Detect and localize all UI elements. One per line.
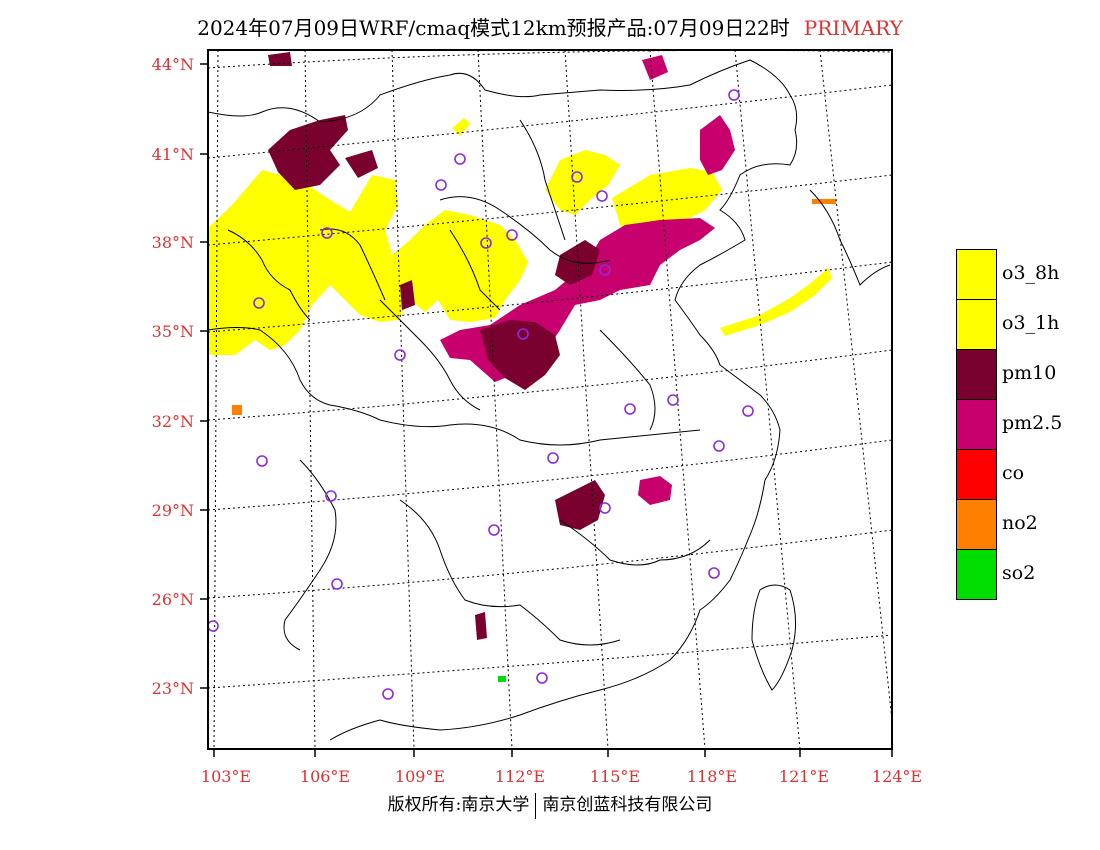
station-marker xyxy=(394,349,406,361)
legend-item-pm25: pm2.5 xyxy=(956,399,1100,450)
legend-label: no2 xyxy=(1002,512,1038,534)
legend-swatch xyxy=(956,499,997,550)
station-marker xyxy=(480,237,492,249)
legend-item-pm10: pm10 xyxy=(956,349,1100,400)
copyright-divider xyxy=(535,792,537,819)
lon-labels: 103°E 106°E 109°E 112°E 115°E 118°E 121°… xyxy=(201,767,922,786)
legend-label: co xyxy=(1002,462,1025,484)
station-marker xyxy=(517,328,529,340)
pm25-region-east xyxy=(638,476,672,505)
station-marker xyxy=(708,567,720,579)
station-marker xyxy=(435,179,447,191)
o3-region-north xyxy=(545,150,620,215)
station-marker xyxy=(547,452,559,464)
no2-speck-1 xyxy=(232,405,242,415)
station-marker xyxy=(382,688,394,700)
station-marker xyxy=(596,190,608,202)
station-marker xyxy=(536,672,548,684)
legend-item-so2: so2 xyxy=(956,549,1100,600)
station-marker xyxy=(571,171,583,183)
legend-swatch xyxy=(956,349,997,400)
legend-label: so2 xyxy=(1002,562,1036,584)
lon-label: 118°E xyxy=(687,767,737,786)
boundaries xyxy=(208,59,891,741)
copyright-left: 版权所有:南京大学 xyxy=(387,795,530,815)
station-marker xyxy=(331,578,343,590)
pm10-region-north2 xyxy=(345,150,378,178)
lat-label: 38°N xyxy=(152,233,194,252)
pm25-region-north xyxy=(642,55,668,80)
legend-label: pm10 xyxy=(1002,362,1057,384)
lat-labels: 44°N 41°N 38°N 35°N 32°N 29°N 26°N 23°N xyxy=(152,55,194,698)
legend-swatch xyxy=(956,399,997,450)
station-marker xyxy=(208,620,219,632)
pm10-region-west xyxy=(400,280,415,310)
station-marker xyxy=(599,502,611,514)
legend-item-o3-8h: o3_8h xyxy=(956,249,1100,300)
legend-item-co: co xyxy=(956,449,1100,500)
no2-speck-2 xyxy=(812,199,836,204)
station-marker xyxy=(599,264,611,276)
copyright-right: 南京创蓝科技有限公司 xyxy=(542,795,713,815)
lon-label: 106°E xyxy=(300,767,350,786)
map-title: 2024年07月09日WRF/cmaq模式12km预报产品:07月09日22时 P… xyxy=(0,12,1100,41)
lat-label: 35°N xyxy=(152,322,194,341)
pm10-region-top xyxy=(268,52,292,66)
lat-label: 29°N xyxy=(152,501,194,520)
o3-region-sea xyxy=(720,268,832,336)
legend-swatch xyxy=(956,299,997,350)
lat-label: 23°N xyxy=(152,679,194,698)
station-marker xyxy=(624,403,636,415)
pm25-region-northeast xyxy=(700,115,735,175)
station-marker xyxy=(488,524,500,536)
station-marker xyxy=(321,227,333,239)
station-marker xyxy=(728,89,740,101)
station-marker xyxy=(713,440,725,452)
lon-label: 103°E xyxy=(201,767,251,786)
station-marker xyxy=(454,153,466,165)
station-marker xyxy=(325,490,337,502)
station-marker xyxy=(742,405,754,417)
legend-swatch xyxy=(956,449,997,500)
pm10-region-central xyxy=(480,320,560,390)
station-marker xyxy=(506,229,518,241)
o3-region-northeast xyxy=(612,168,722,240)
legend-item-no2: no2 xyxy=(956,499,1100,550)
station-marker xyxy=(667,394,679,406)
lon-label: 121°E xyxy=(779,767,829,786)
legend-swatch xyxy=(956,549,997,600)
legend-swatch xyxy=(956,249,997,300)
pm10-region-sw xyxy=(475,612,487,640)
patch-layer xyxy=(208,52,836,682)
pm10-region-north xyxy=(268,115,348,190)
so2-speck xyxy=(498,676,506,682)
lon-label: 124°E xyxy=(872,767,922,786)
station-marker xyxy=(256,455,268,467)
lon-label: 112°E xyxy=(495,767,545,786)
map-frame xyxy=(207,49,893,750)
tick-marks xyxy=(200,63,893,757)
copyright: 版权所有:南京大学 南京创蓝科技有限公司 xyxy=(0,790,1100,819)
legend-label: o3_8h xyxy=(1002,262,1060,284)
title-text: 2024年07月09日WRF/cmaq模式12km预报产品:07月09日22时 xyxy=(197,16,790,40)
o3-region-small xyxy=(452,118,470,136)
lon-label: 109°E xyxy=(395,767,445,786)
primary-tag: PRIMARY xyxy=(803,16,903,40)
lat-label: 41°N xyxy=(152,145,194,164)
lon-label: 115°E xyxy=(590,767,640,786)
lat-label: 44°N xyxy=(152,55,194,74)
pm10-region-mid xyxy=(555,480,605,530)
legend-label: o3_1h xyxy=(1002,312,1060,334)
legend-label: pm2.5 xyxy=(1002,412,1063,434)
legend-item-o3-1h: o3_1h xyxy=(956,299,1100,350)
lat-label: 32°N xyxy=(152,412,194,431)
station-markers xyxy=(208,89,754,700)
lat-label: 26°N xyxy=(152,590,194,609)
station-marker xyxy=(253,297,265,309)
